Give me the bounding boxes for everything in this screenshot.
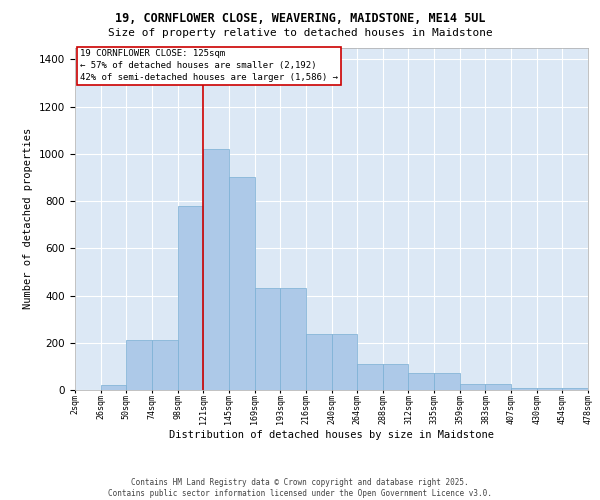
Bar <box>254 288 280 390</box>
Text: 19 CORNFLOWER CLOSE: 125sqm
← 57% of detached houses are smaller (2,192)
42% of : 19 CORNFLOWER CLOSE: 125sqm ← 57% of det… <box>80 49 338 82</box>
Bar <box>537 388 562 390</box>
Bar <box>203 149 229 390</box>
Y-axis label: Number of detached properties: Number of detached properties <box>23 128 34 310</box>
Text: 19, CORNFLOWER CLOSE, WEAVERING, MAIDSTONE, ME14 5UL: 19, CORNFLOWER CLOSE, WEAVERING, MAIDSTO… <box>115 12 485 26</box>
Text: Size of property relative to detached houses in Maidstone: Size of property relative to detached ho… <box>107 28 493 38</box>
Bar <box>409 374 434 390</box>
Bar <box>460 384 485 390</box>
Bar <box>357 364 383 390</box>
Text: Contains HM Land Registry data © Crown copyright and database right 2025.
Contai: Contains HM Land Registry data © Crown c… <box>108 478 492 498</box>
Bar <box>280 288 306 390</box>
Bar <box>127 340 152 390</box>
Bar <box>434 374 460 390</box>
Bar <box>562 388 588 390</box>
Bar <box>101 386 127 390</box>
Bar <box>306 334 331 390</box>
Bar <box>511 388 537 390</box>
Bar <box>229 178 254 390</box>
Bar <box>331 334 357 390</box>
Bar <box>178 206 203 390</box>
Bar <box>383 364 409 390</box>
Bar <box>485 384 511 390</box>
X-axis label: Distribution of detached houses by size in Maidstone: Distribution of detached houses by size … <box>169 430 494 440</box>
Bar <box>152 340 178 390</box>
